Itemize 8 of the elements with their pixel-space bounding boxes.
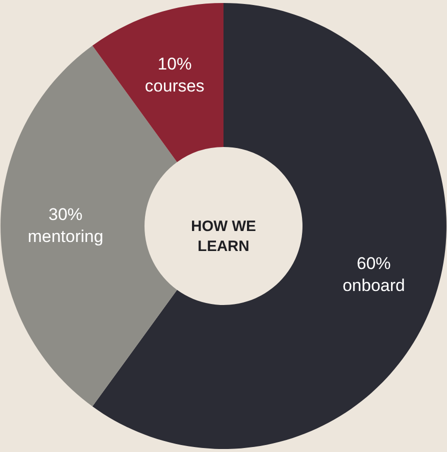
data-label: 30% <box>48 205 83 224</box>
donut-slice <box>92 3 224 162</box>
slice-label: onboard <box>342 276 405 295</box>
slice-label: courses <box>144 76 204 96</box>
slice-label: mentoring <box>28 227 104 246</box>
data-label: 10% <box>158 54 192 74</box>
text: HOW WE LEARN <box>191 218 256 255</box>
data-label: 60% <box>356 254 391 273</box>
